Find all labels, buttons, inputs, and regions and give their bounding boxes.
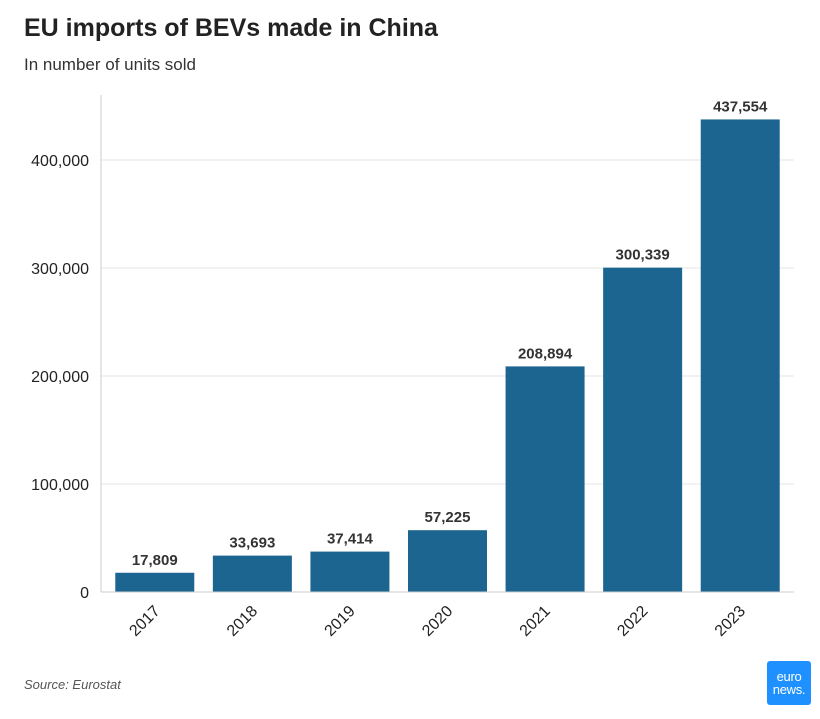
data-label: 37,414	[327, 531, 374, 548]
x-tick-label: 2018	[224, 603, 261, 640]
data-label: 33,693	[229, 535, 275, 552]
x-tick-label: 2020	[419, 603, 456, 640]
logo-text-line2: news.	[772, 682, 806, 697]
bar	[603, 267, 683, 592]
logo-text-line1: euro	[776, 669, 802, 684]
chart-title: EU imports of BEVs made in China	[24, 14, 438, 42]
bar-chart: 0 100,000 200,000 300,000 400,000 17,809 2017 3…	[31, 95, 794, 640]
bar	[310, 551, 390, 592]
y-tick-label: 400,000	[31, 153, 89, 170]
data-label: 17,809	[132, 552, 178, 569]
source-note: Source: Eurostat	[24, 677, 121, 692]
x-tick-label: 2022	[614, 603, 651, 640]
y-tick-label: 300,000	[31, 261, 89, 278]
x-tick-label: 2023	[712, 603, 749, 640]
data-label: 57,225	[425, 509, 471, 526]
chart-subtitle: In number of units sold	[24, 55, 196, 74]
data-label: 208,894	[518, 345, 573, 362]
x-tick-label: 2019	[322, 603, 359, 640]
x-tick-label: 2017	[126, 603, 163, 640]
x-tick-label: 2021	[517, 603, 554, 640]
y-tick-label: 100,000	[31, 477, 89, 494]
bar	[212, 555, 292, 592]
data-label: 300,339	[616, 247, 670, 264]
bar	[505, 366, 585, 592]
euronews-logo: euro news.	[767, 661, 811, 705]
bar	[700, 119, 780, 592]
bar	[408, 530, 487, 592]
y-tick-label: 200,000	[31, 369, 89, 386]
bar	[115, 572, 195, 592]
y-tick-label: 0	[80, 585, 89, 602]
data-label: 437,554	[713, 98, 768, 115]
